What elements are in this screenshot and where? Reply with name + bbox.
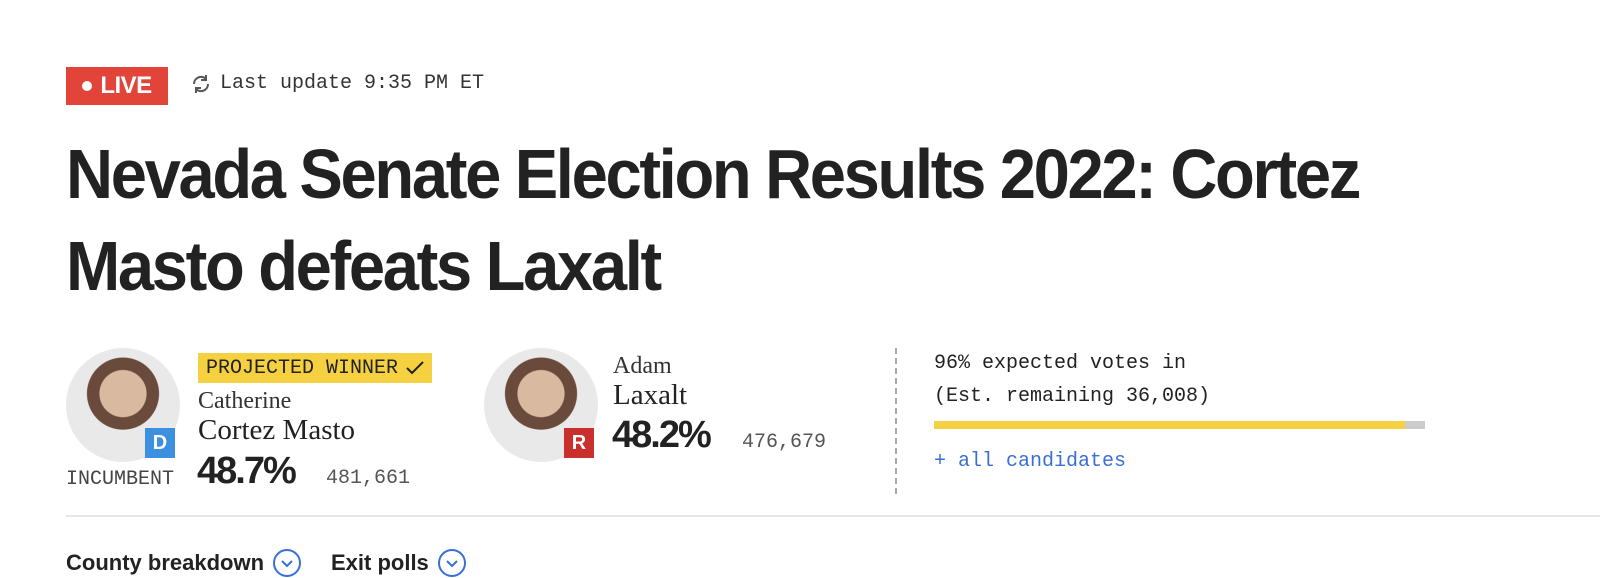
check-icon (406, 361, 424, 375)
progress-track (934, 421, 1425, 429)
all-candidates-link[interactable]: + all candidates (934, 450, 1127, 473)
expected-votes: 96% expected votes in (934, 352, 1187, 375)
last-name: Laxalt (613, 379, 688, 411)
tab-label: Exit polls (331, 550, 429, 575)
live-badge: LIVE (66, 67, 168, 105)
vote-count: 481,661 (326, 467, 411, 490)
live-label: LIVE (100, 72, 152, 99)
refresh-icon (192, 74, 210, 93)
winner-label: PROJECTED WINNER (206, 356, 399, 380)
divider (895, 348, 897, 494)
remaining-votes: (Est. remaining 36,008) (934, 385, 1211, 408)
vote-percent: 48.2% (612, 414, 712, 456)
tab[interactable]: County breakdown (66, 548, 302, 578)
headline: Nevada Senate Election Results 2022: Cor… (66, 135, 1361, 305)
chevron-icon (437, 549, 466, 577)
chevron-icon (273, 549, 302, 577)
tab-label: County breakdown (66, 550, 265, 575)
progress-bar (934, 421, 1406, 429)
tab[interactable]: Exit polls (331, 548, 467, 578)
first-name: Adam (613, 353, 672, 379)
party-badge: D (145, 428, 175, 458)
last-update: Last update 9:35 PM ET (190, 72, 484, 95)
first-name: Catherine (198, 388, 292, 414)
vote-percent: 48.7% (197, 450, 297, 492)
vote-count: 476,679 (742, 431, 827, 454)
incumbent-tag: INCUMBENT (66, 468, 175, 491)
separator (66, 515, 1600, 517)
last-update-text: Last update 9:35 PM ET (220, 72, 485, 95)
winner-badge: PROJECTED WINNER (198, 353, 433, 383)
last-name: Cortez Masto (198, 414, 356, 446)
party-badge: R (564, 428, 594, 458)
live-dot (82, 81, 93, 91)
